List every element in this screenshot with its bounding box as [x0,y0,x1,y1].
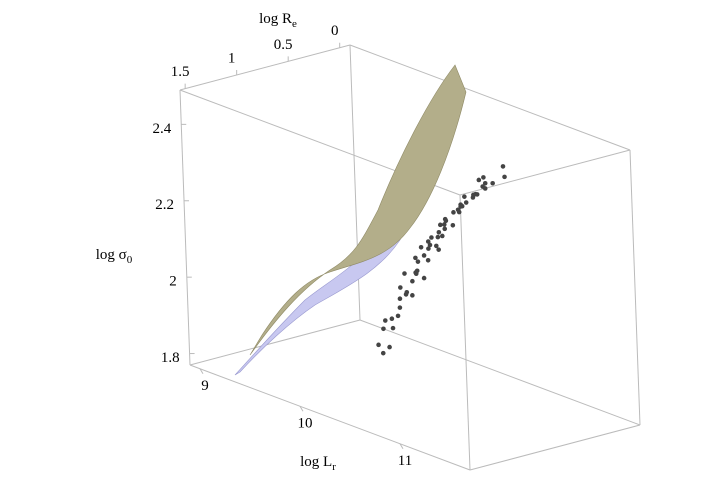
x-tick-label: 11 [398,453,412,469]
z-tick-label: 1.8 [161,350,180,366]
data-point [410,293,415,298]
points [376,164,507,356]
box-edge [179,89,191,366]
x-tick [299,405,304,412]
y-axis-title: log Re [259,11,297,29]
data-point [470,195,476,200]
data-point [436,229,442,235]
x-tick [399,443,404,450]
data-point [490,180,495,186]
data-point [381,326,386,332]
x-axis-title: log Lr [300,454,336,472]
z-axis-title-sub: 0 [127,254,133,266]
data-point [500,164,506,169]
bounding-box [179,44,641,471]
data-point [427,242,433,248]
x-tick-label: 10 [298,416,313,432]
y-axis-title-text: log R [259,11,292,27]
box-edge [349,44,631,151]
y-tick-label: 1.5 [171,64,190,80]
data-point [502,174,507,180]
data-point [389,316,395,322]
data-point [450,222,456,228]
data-point [397,305,403,310]
data-point [440,233,445,239]
box-edge [189,319,361,366]
data-point [459,203,465,209]
box-edge [179,44,351,91]
data-point [415,259,421,264]
fitted-surface [249,64,467,356]
data-point [435,234,441,240]
data-point [426,246,431,251]
data-point [397,296,403,301]
data-point [482,180,488,186]
box-edge [629,149,641,426]
data-point [451,210,456,215]
z-tick-label: 2.2 [155,197,174,213]
data-point [480,184,485,189]
data-point [462,194,467,199]
data-point [455,207,461,213]
y-tick-label: 1 [228,50,236,66]
data-point [418,244,424,250]
x-axis-title-text: log L [300,454,332,470]
data-point [395,313,401,319]
box-edge [469,424,641,471]
z-axis-title-text: log σ [96,247,127,263]
data-point [476,177,482,183]
data-point [442,222,447,227]
data-point [421,275,427,281]
x-tick [199,368,204,375]
z-tick-label: 2 [169,274,177,290]
data-point [442,226,448,232]
box-edge [459,194,471,471]
data-point [403,292,409,297]
x-axis-title-sub: r [332,461,336,473]
z-axis-title: log σ0 [96,247,133,265]
data-point [413,255,418,261]
z-tick-label: 2.4 [153,121,172,137]
y-axis-title-sub: e [292,18,297,30]
data-point [425,239,431,244]
data-point [474,192,480,197]
data-point [414,268,420,274]
data-point [380,350,386,356]
box-edge [189,364,471,471]
data-point [398,285,403,290]
box-edge [459,149,631,196]
data-point [436,247,441,252]
data-point [481,175,486,180]
data-point [442,216,448,222]
data-point [387,344,392,350]
data-point [376,342,381,348]
data-point [402,271,407,276]
labels: 9 10 11 0 0.5 1 1.5 1.8 2 2.2 2.4 log Lr log Re log σ… [96,11,412,472]
data-point [421,253,427,258]
data-point [437,222,443,228]
box-edge [359,319,641,426]
data-point [382,318,388,323]
x-tick-label: 9 [201,378,209,394]
data-point [410,278,415,284]
data-point [429,235,434,240]
y-tick-label: 0.5 [274,37,293,53]
data-point [425,257,431,263]
data-point [390,325,396,331]
data-point [434,243,439,249]
data-point [463,200,469,205]
y-tick-label: 0 [331,23,339,39]
